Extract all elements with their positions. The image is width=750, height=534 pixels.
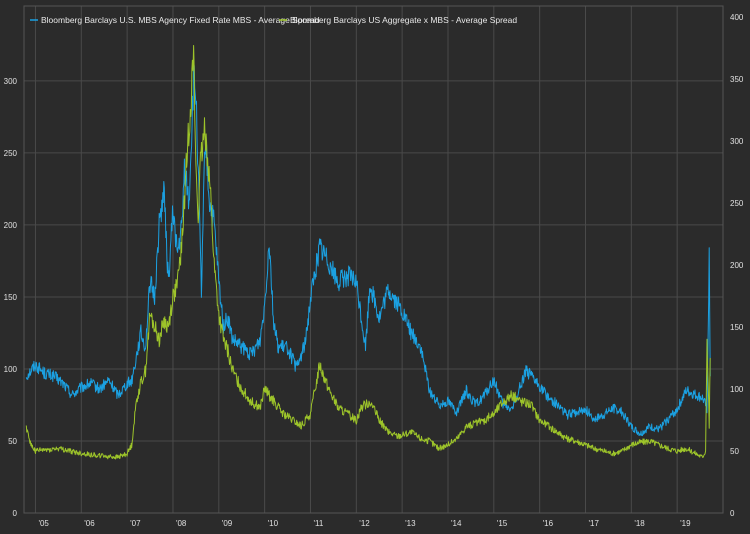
x-tick-label: '13 bbox=[405, 519, 416, 528]
left-tick-label: 200 bbox=[4, 221, 18, 230]
x-tick-label: '19 bbox=[680, 519, 691, 528]
left-tick-label: 150 bbox=[4, 293, 18, 302]
x-tick-label: '10 bbox=[268, 519, 279, 528]
legend-label-mbs: Bloomberg Barclays U.S. MBS Agency Fixed… bbox=[41, 15, 320, 25]
x-tick-label: '07 bbox=[130, 519, 141, 528]
legend-label-aggregate: Bloomberg Barclays US Aggregate x MBS - … bbox=[290, 15, 517, 25]
left-tick-label: 300 bbox=[4, 77, 18, 86]
left-tick-label: 0 bbox=[13, 509, 18, 518]
right-tick-label: 100 bbox=[730, 385, 744, 394]
right-tick-label: 400 bbox=[730, 13, 744, 22]
left-axis-ticks: 0 50 100 150 200 250 300 bbox=[4, 77, 18, 518]
x-axis-ticks: '05 '06 '07 '08 '09 '10 '11 '12 '13 '14 '15 '16 '17 '… bbox=[38, 519, 691, 528]
right-tick-label: 150 bbox=[730, 323, 744, 332]
x-tick-label: '06 bbox=[84, 519, 95, 528]
right-axis-ticks: 0 50 100 150 200 250 300 350 400 bbox=[730, 13, 744, 518]
x-tick-label: '18 bbox=[634, 519, 645, 528]
legend: Bloomberg Barclays U.S. MBS Agency Fixed… bbox=[30, 15, 517, 25]
x-tick-label: '12 bbox=[359, 519, 370, 528]
x-tick-label: '14 bbox=[451, 519, 462, 528]
left-tick-label: 250 bbox=[4, 149, 18, 158]
x-tick-label: '17 bbox=[588, 519, 599, 528]
right-tick-label: 250 bbox=[730, 199, 744, 208]
x-tick-label: '09 bbox=[222, 519, 233, 528]
series-line-mbs bbox=[25, 64, 711, 437]
right-tick-label: 200 bbox=[730, 261, 744, 270]
series-line-aggregate bbox=[25, 45, 711, 460]
left-tick-label: 50 bbox=[8, 437, 17, 446]
legend-item-mbs: Bloomberg Barclays U.S. MBS Agency Fixed… bbox=[30, 15, 320, 25]
x-tick-label: '11 bbox=[313, 519, 323, 528]
x-tick-label: '08 bbox=[176, 519, 187, 528]
x-tick-label: '16 bbox=[543, 519, 554, 528]
x-tick-label: '15 bbox=[497, 519, 508, 528]
right-tick-label: 350 bbox=[730, 75, 744, 84]
right-tick-label: 0 bbox=[730, 509, 735, 518]
series-layer bbox=[25, 45, 711, 460]
plot-frame bbox=[23, 5, 724, 514]
right-tick-label: 50 bbox=[730, 447, 739, 456]
legend-item-aggregate: Bloomberg Barclays US Aggregate x MBS - … bbox=[279, 15, 517, 25]
right-tick-label: 300 bbox=[730, 137, 744, 146]
left-tick-label: 100 bbox=[4, 365, 18, 374]
x-tick-label: '05 bbox=[38, 519, 49, 528]
